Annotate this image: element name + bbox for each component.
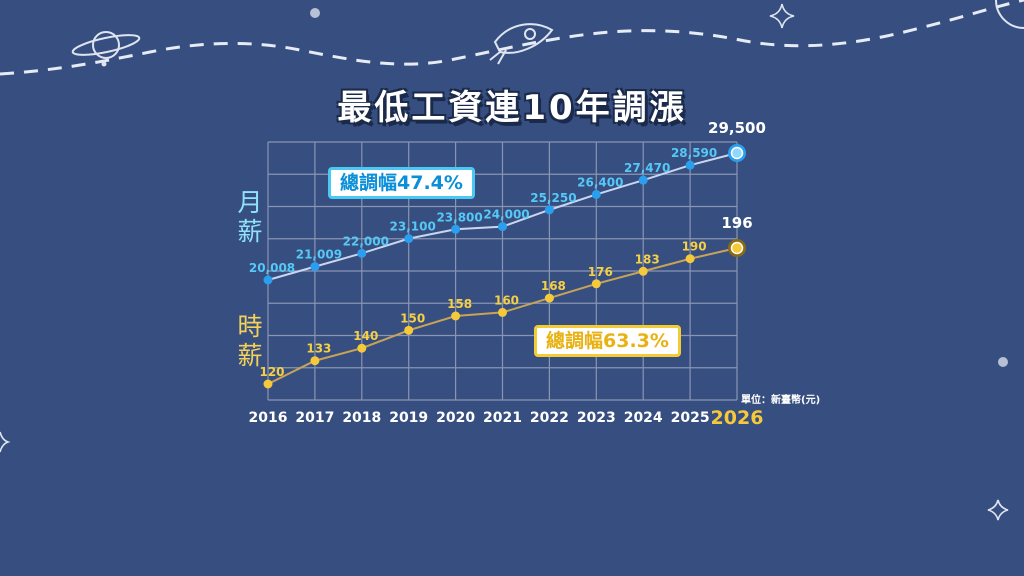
page-title: 最低工資連10年調漲 <box>337 88 687 128</box>
monthly-point <box>310 262 320 272</box>
monthly-data-label: 20,008 <box>249 261 295 275</box>
monthly-point <box>357 248 367 258</box>
planet-icon <box>995 0 1024 29</box>
chart-points <box>263 144 746 389</box>
monthly-total-increase-callout: 總調幅47.4% <box>328 167 475 199</box>
monthly-point <box>404 234 414 244</box>
monthly-data-label: 22,000 <box>343 234 389 248</box>
hourly-point <box>591 279 601 289</box>
hourly-total-increase-callout: 總調幅63.3% <box>534 325 681 357</box>
monthly-data-label: 27,470 <box>624 161 670 175</box>
hourly-point <box>730 241 744 255</box>
monthly-point <box>263 275 273 285</box>
planet-icon <box>71 31 141 59</box>
x-tick-label: 2023 <box>577 410 616 426</box>
decorative-dashed-wave <box>0 0 1024 76</box>
x-tick-label: 2022 <box>530 410 569 426</box>
rocket-icon <box>489 23 554 65</box>
monthly-data-label: 28,590 <box>671 146 717 160</box>
monthly-point <box>498 222 507 232</box>
x-tick-label: 2017 <box>295 410 334 426</box>
hourly-data-label: 160 <box>494 293 519 307</box>
monthly-point <box>638 175 648 185</box>
x-tick-label: 2019 <box>389 410 428 426</box>
chart-grid <box>267 141 738 401</box>
unit-note: 單位：新臺幣(元) <box>741 395 821 406</box>
hourly-data-label: 168 <box>541 279 566 293</box>
x-tick-label: 2021 <box>483 410 522 426</box>
hourly-point <box>685 254 695 264</box>
hourly-data-label: 190 <box>682 240 707 254</box>
monthly-point <box>591 189 601 199</box>
hourly-data-label: 150 <box>400 311 425 325</box>
hourly-wage-label: 時薪 <box>237 312 263 370</box>
monthly-data-label: 24,000 <box>483 208 529 222</box>
hourly-data-label: 158 <box>447 297 472 311</box>
hourly-point <box>544 293 554 303</box>
hourly-data-label: 120 <box>259 365 284 379</box>
monthly-point <box>730 146 744 160</box>
hourly-data-label: 183 <box>635 252 660 266</box>
hourly-data-label: 140 <box>353 329 378 343</box>
x-tick-label: 2026 <box>711 407 764 429</box>
monthly-data-label: 26,400 <box>577 175 623 189</box>
monthly-data-label: 21,009 <box>296 248 342 262</box>
monthly-data-label: 25,250 <box>530 191 576 205</box>
hourly-data-label: 133 <box>306 342 331 356</box>
monthly-data-label: 23,800 <box>436 210 482 224</box>
chart-x-axis: 2016 2017 2018 2019 2020 2021 2022 2023 2024 2025… <box>249 407 764 429</box>
x-tick-label: 2018 <box>342 410 381 426</box>
sparkle-icon <box>0 3 1009 521</box>
x-tick-label: 2025 <box>671 410 710 426</box>
hourly-data-label: 176 <box>588 265 613 279</box>
hourly-point <box>263 379 273 389</box>
hourly-point <box>404 325 414 335</box>
monthly-point <box>451 224 461 234</box>
x-tick-label: 2020 <box>436 410 475 426</box>
monthly-data-label: 23,100 <box>390 220 436 234</box>
monthly-wage-label: 月薪 <box>237 188 263 246</box>
monthly-point <box>685 160 695 170</box>
x-tick-label: 2016 <box>249 410 288 426</box>
hourly-data-label: 196 <box>721 214 752 232</box>
hourly-point <box>451 311 461 321</box>
hourly-point <box>638 266 648 276</box>
decor-dot <box>101 61 107 67</box>
x-tick-label: 2024 <box>624 410 663 426</box>
decor-dot <box>310 8 320 18</box>
hourly-point <box>357 343 367 353</box>
decor-dot <box>998 357 1008 367</box>
monthly-point <box>544 205 554 215</box>
hourly-point <box>310 356 320 366</box>
hourly-point <box>498 307 507 317</box>
monthly-data-label: 29,500 <box>708 119 766 137</box>
